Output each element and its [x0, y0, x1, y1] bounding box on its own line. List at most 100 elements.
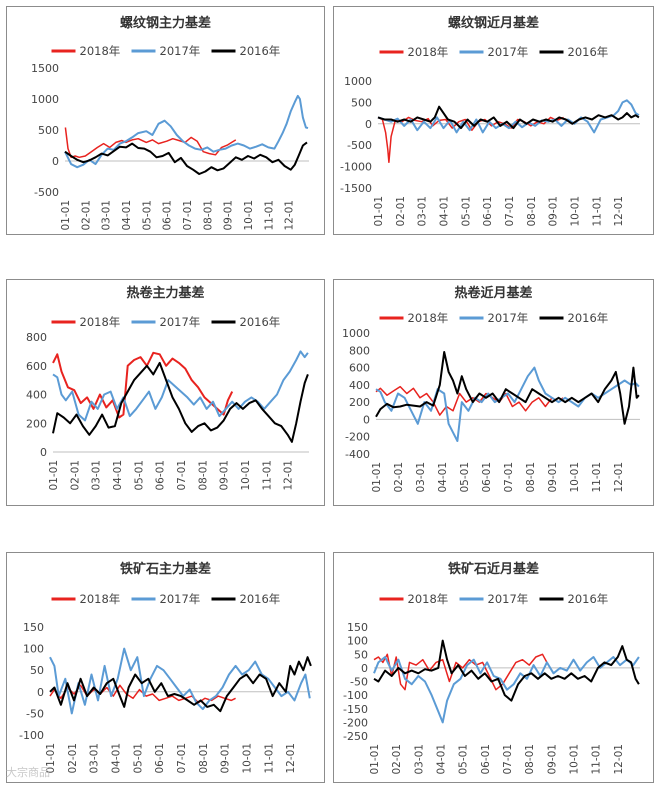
x-tick-label: 08-01: [202, 200, 214, 231]
legend-label: 2018年: [408, 311, 449, 325]
chart-title: 铁矿石主力基差: [119, 561, 211, 577]
chart-title: 热卷近月基差: [454, 285, 532, 301]
x-tick-label: 05-01: [459, 462, 471, 493]
x-tick-label: 06-01: [482, 196, 494, 227]
x-tick-label: 02-01: [80, 200, 92, 231]
x-tick-label: 01-01: [45, 743, 57, 774]
x-tick-label: 02-01: [395, 196, 407, 227]
legend-label: 2016年: [568, 592, 609, 606]
y-tick-label: -100: [19, 729, 44, 742]
chart-panel-hrc-main: 热卷主力基差 2018年 2017年 2016年 800 600 400 200 0 01-01 0…: [6, 279, 325, 506]
x-tick-label: 12-01: [613, 196, 625, 227]
x-tick-label: 06-01: [155, 460, 167, 491]
chart-panel-rebar-main: 螺纹钢主力基差 2018年 2017年 2016年 1500 1000 500 0 -500 01…: [6, 6, 325, 235]
legend-label: 2017年: [160, 592, 201, 606]
x-tick-label: 03-01: [415, 462, 427, 493]
x-tick-label: 08-01: [525, 462, 537, 493]
y-tick-label: 0: [40, 446, 47, 459]
x-tick-label: 07-01: [502, 744, 514, 775]
series-line-2018: [377, 116, 564, 164]
x-tick-label: 03-01: [417, 196, 429, 227]
x-tick-label: 11-01: [591, 196, 603, 227]
x-tick-label: 05-01: [132, 743, 144, 774]
series-line-2016: [52, 361, 309, 443]
y-tick-label: 150: [23, 621, 44, 634]
legend-label: 2018年: [408, 592, 449, 606]
y-tick-label: 1000: [342, 327, 370, 340]
x-tick-label: 08-01: [526, 196, 538, 227]
y-tick-label: 100: [23, 643, 44, 656]
y-tick-label: 100: [347, 635, 368, 648]
series-line-2017: [64, 94, 309, 169]
x-tick-label: 02-01: [391, 744, 403, 775]
x-tick-label: 07-01: [176, 743, 188, 774]
x-tick-label: 07-01: [504, 196, 516, 227]
x-tick-label: 02-01: [69, 460, 81, 491]
x-tick-label: 12-01: [285, 743, 297, 774]
chart-title: 螺纹钢主力基差: [120, 15, 211, 31]
y-tick-label: 1000: [31, 93, 59, 106]
y-tick-label: 200: [349, 396, 370, 409]
x-tick-label: 08-01: [198, 743, 210, 774]
x-tick-label: 07-01: [503, 462, 515, 493]
y-tick-label: 500: [38, 124, 59, 137]
series-line-2018: [64, 127, 237, 159]
legend-label: 2017年: [488, 592, 529, 606]
series-line-2016: [373, 639, 640, 702]
x-tick-label: 10-01: [240, 460, 252, 491]
legend-label: 2018年: [408, 45, 449, 59]
y-tick-label: -100: [343, 689, 368, 702]
y-tick-label: -150: [343, 703, 368, 716]
x-tick-label: 04-01: [112, 460, 124, 491]
y-tick-label: -1000: [340, 161, 372, 174]
x-tick-label: 04-01: [121, 200, 133, 231]
x-tick-label: 01-01: [371, 462, 383, 493]
chart-title: 铁矿石近月基差: [447, 561, 539, 577]
watermark: 大宗商品: [6, 766, 50, 779]
x-tick-label: 05-01: [460, 196, 472, 227]
legend-label: 2017年: [488, 45, 529, 59]
y-tick-label: 400: [349, 379, 370, 392]
x-tick-label: 01-01: [369, 744, 381, 775]
y-tick-label: 50: [30, 664, 44, 677]
x-tick-label: 09-01: [548, 196, 560, 227]
y-tick-label: 1500: [31, 62, 59, 75]
x-tick-label: 03-01: [89, 743, 101, 774]
x-tick-label: 07-01: [176, 460, 188, 491]
legend-label: 2018年: [80, 592, 121, 606]
chart-panel-hrc-near: 热卷近月基差 2018年 2017年 2016年 1000 800 600 400 200 0 -2…: [333, 279, 654, 506]
y-tick-label: -500: [34, 186, 59, 199]
x-tick-label: 09-01: [546, 744, 558, 775]
y-tick-label: 600: [26, 360, 47, 373]
y-tick-label: 600: [349, 362, 370, 375]
series-line-2017: [52, 350, 309, 422]
y-tick-label: -500: [347, 139, 372, 152]
y-tick-label: -200: [345, 431, 370, 444]
chart-svg: 铁矿石主力基差 2018年 2017年 2016年 150 100 50 0 -50 -10001…: [19, 561, 312, 774]
x-tick-label: 04-01: [111, 743, 123, 774]
x-tick-label: 06-01: [162, 200, 174, 231]
legend-label: 2016年: [240, 592, 281, 606]
chart-svg: 螺纹钢主力基差 2018年 2017年 2016年 1500 1000 500 0 -50001…: [31, 15, 309, 231]
x-tick-label: 05-01: [458, 744, 470, 775]
y-tick-label: 800: [26, 331, 47, 344]
chart-svg: 铁矿石近月基差 2018年 2017年 2016年 150100500-50-100-1…: [343, 561, 640, 775]
x-tick-label: 04-01: [439, 196, 451, 227]
series-line-2016: [64, 141, 308, 175]
legend-label: 2018年: [80, 315, 121, 329]
y-tick-label: 150: [347, 621, 368, 634]
x-tick-label: 03-01: [413, 744, 425, 775]
x-tick-label: 09-01: [547, 462, 559, 493]
x-tick-label: 05-01: [141, 200, 153, 231]
x-tick-label: 06-01: [481, 462, 493, 493]
y-tick-label: 0: [361, 662, 368, 675]
x-tick-label: 10-01: [569, 462, 581, 493]
y-tick-label: -50: [350, 676, 368, 689]
y-tick-label: 0: [365, 118, 372, 131]
series-line-2016: [375, 351, 640, 425]
legend-label: 2017年: [160, 44, 201, 58]
x-tick-label: 09-01: [223, 200, 235, 231]
x-tick-label: 08-01: [524, 744, 536, 775]
x-tick-label: 11-01: [591, 462, 603, 493]
x-tick-label: 11-01: [591, 744, 603, 775]
